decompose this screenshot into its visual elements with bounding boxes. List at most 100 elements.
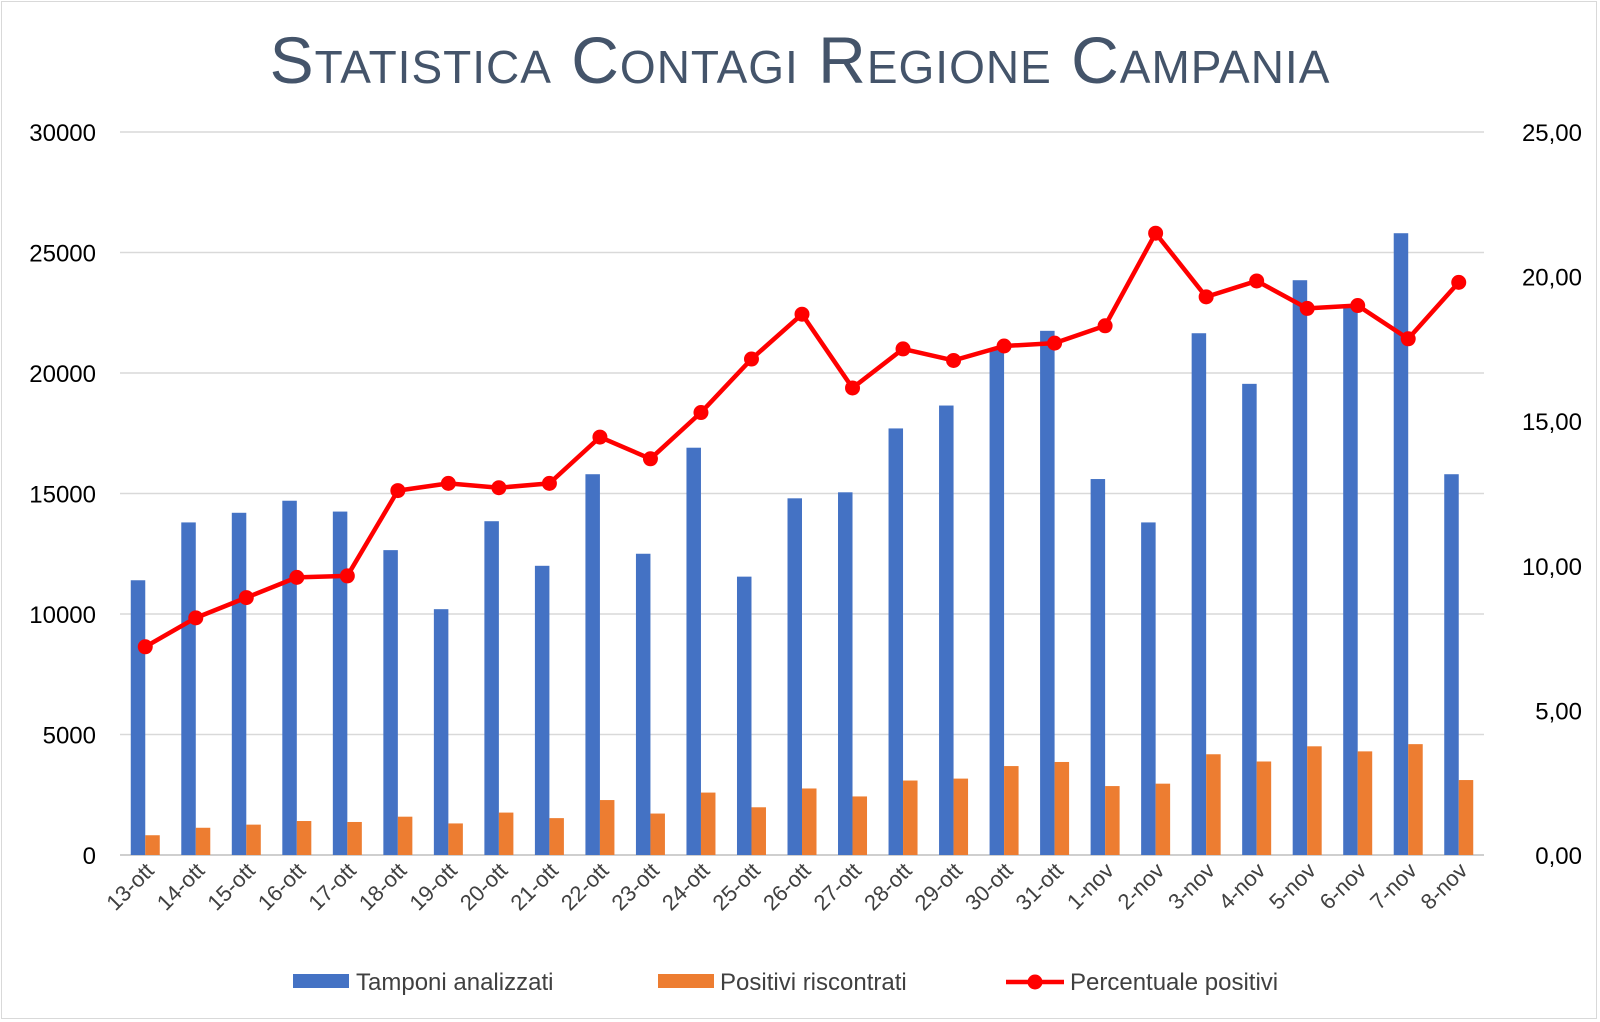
bar-positivi bbox=[145, 835, 160, 855]
x-tick-label: 1-nov bbox=[1062, 858, 1119, 915]
bar-positivi bbox=[852, 796, 868, 855]
x-tick-label: 3-nov bbox=[1163, 858, 1220, 915]
x-tick-label: 22-ott bbox=[556, 858, 613, 915]
legend: Tamponi analizzati Positivi riscontrati Pe… bbox=[293, 969, 1278, 996]
y-left-tick-label: 30000 bbox=[29, 120, 96, 147]
bar-positivi bbox=[903, 780, 918, 855]
line-point bbox=[238, 590, 254, 606]
bar-positivi bbox=[1054, 761, 1070, 855]
bar-tamponi bbox=[484, 521, 499, 855]
bar-tamponi bbox=[332, 511, 348, 855]
bar-positivi bbox=[1307, 746, 1322, 855]
bar-tamponi bbox=[1444, 474, 1459, 855]
bars bbox=[130, 233, 1474, 856]
line-point bbox=[693, 405, 709, 421]
bar-positivi bbox=[195, 827, 211, 855]
bar-positivi bbox=[599, 800, 615, 855]
x-tick-label: 19-ott bbox=[404, 858, 461, 915]
line-point bbox=[491, 480, 507, 496]
line-point bbox=[743, 351, 759, 367]
x-tick-label: 18-ott bbox=[354, 858, 411, 915]
x-tick-label: 4-nov bbox=[1214, 858, 1271, 915]
x-tick-label: 16-ott bbox=[253, 858, 310, 915]
line-point bbox=[996, 338, 1012, 354]
bar-tamponi bbox=[282, 500, 297, 855]
bar-tamponi bbox=[1191, 333, 1207, 855]
legend-label-tamponi: Tamponi analizzati bbox=[356, 969, 553, 996]
bar-positivi bbox=[347, 821, 362, 855]
bar-positivi bbox=[1408, 744, 1423, 855]
bar-tamponi bbox=[1141, 522, 1156, 855]
bar-positivi bbox=[650, 813, 665, 855]
line-point bbox=[1249, 273, 1265, 289]
x-tick-label: 20-ott bbox=[455, 858, 512, 915]
bar-tamponi bbox=[888, 428, 904, 855]
bar-positivi bbox=[1105, 786, 1120, 855]
bar-tamponi bbox=[1343, 307, 1358, 855]
bar-positivi bbox=[1155, 783, 1171, 855]
bar-positivi bbox=[246, 824, 261, 855]
chart-title: Statistica Contagi Regione Campania bbox=[269, 23, 1331, 97]
bar-positivi bbox=[1458, 780, 1474, 855]
bar-tamponi bbox=[231, 512, 247, 855]
bar-tamponi bbox=[130, 580, 146, 855]
bar-tamponi bbox=[1393, 233, 1409, 856]
y-left-tick-label: 0 bbox=[83, 843, 96, 870]
line-point bbox=[1148, 225, 1164, 241]
legend-label-positivi: Positivi riscontrati bbox=[720, 969, 907, 996]
bar-positivi bbox=[1357, 751, 1373, 855]
bar-positivi bbox=[498, 812, 514, 855]
x-tick-label: 14-ott bbox=[152, 858, 209, 915]
line-point bbox=[188, 610, 204, 626]
bar-tamponi bbox=[939, 405, 954, 855]
x-tick-label: 28-ott bbox=[859, 858, 916, 915]
y-left-tick-label: 5000 bbox=[43, 723, 96, 750]
x-tick-label: 15-ott bbox=[202, 858, 259, 915]
bar-positivi bbox=[700, 792, 716, 855]
y-left-tick-label: 20000 bbox=[29, 361, 96, 388]
x-tick-label: 2-nov bbox=[1113, 858, 1170, 915]
y-axis-right-ticks: 0,00 5,00 10,00 15,00 20,00 25,00 bbox=[1522, 120, 1582, 870]
line-point bbox=[339, 568, 355, 584]
bar-tamponi bbox=[534, 565, 550, 855]
legend-label-percentuale: Percentuale positivi bbox=[1070, 969, 1278, 996]
bar-positivi bbox=[953, 778, 969, 855]
x-tick-label: 23-ott bbox=[607, 858, 664, 915]
bar-tamponi bbox=[736, 576, 752, 855]
bar-positivi bbox=[751, 807, 766, 855]
y-right-tick-label: 25,00 bbox=[1522, 120, 1582, 147]
x-tick-label: 6-nov bbox=[1315, 858, 1372, 915]
x-axis-ticks: 13-ott14-ott15-ott16-ott17-ott18-ott19-o… bbox=[101, 858, 1472, 915]
line-point bbox=[1400, 331, 1416, 347]
line-point bbox=[289, 569, 305, 585]
bar-positivi bbox=[1206, 754, 1221, 855]
legend-swatch-positivi bbox=[658, 974, 714, 988]
bar-positivi bbox=[397, 816, 413, 855]
x-tick-label: 26-ott bbox=[758, 858, 815, 915]
x-tick-label: 21-ott bbox=[505, 858, 562, 915]
line-point bbox=[642, 451, 658, 467]
x-tick-label: 7-nov bbox=[1365, 858, 1422, 915]
bar-tamponi bbox=[1090, 479, 1106, 855]
line-point bbox=[1097, 318, 1113, 334]
legend-swatch-tamponi bbox=[293, 974, 349, 988]
line-point bbox=[1198, 289, 1214, 305]
bar-tamponi bbox=[635, 553, 651, 855]
x-tick-label: 31-ott bbox=[1011, 858, 1068, 915]
bar-tamponi bbox=[1292, 280, 1308, 856]
y-left-tick-label: 10000 bbox=[29, 602, 96, 629]
bar-tamponi bbox=[989, 348, 1005, 855]
line-point bbox=[895, 341, 911, 357]
line-point bbox=[1350, 298, 1366, 314]
x-tick-label: 17-ott bbox=[303, 858, 360, 915]
y-right-tick-label: 15,00 bbox=[1522, 409, 1582, 436]
bar-tamponi bbox=[1040, 330, 1055, 855]
x-tick-label: 25-ott bbox=[708, 858, 765, 915]
legend-marker-percentuale bbox=[1027, 974, 1043, 990]
bar-positivi bbox=[296, 821, 312, 855]
y-right-tick-label: 10,00 bbox=[1522, 554, 1582, 581]
line-point bbox=[845, 380, 861, 396]
line-point bbox=[1451, 274, 1467, 290]
